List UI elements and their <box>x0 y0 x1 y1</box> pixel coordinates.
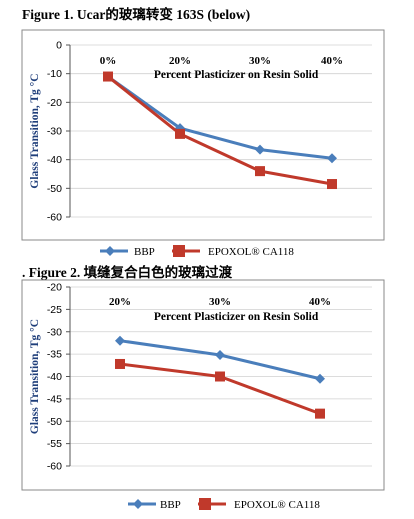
y-tick-label: 0 <box>56 40 62 52</box>
y-tick-label: -60 <box>47 212 62 224</box>
legend-marker-bbp <box>133 499 143 509</box>
y-tick-label: -60 <box>47 461 62 473</box>
series-line-bbp <box>107 75 333 160</box>
y-tick-label: -40 <box>47 154 62 166</box>
x-category-label: 20% <box>109 296 131 308</box>
legend-marker-bbp <box>105 246 115 256</box>
y-axis-label: Glass Transition, Tg °C <box>29 319 41 434</box>
y-tick-label: -20 <box>47 97 62 109</box>
x-category-label: 30% <box>249 55 271 67</box>
x-category-label: 20% <box>169 55 191 67</box>
data-point-bbp <box>315 373 325 384</box>
figure-1-title: Figure 1. Ucar的玻璃转变 163S (below) <box>22 7 251 22</box>
legend-label: BBP <box>134 246 155 258</box>
data-point-epoxol <box>315 408 325 419</box>
data-point-bbp <box>115 335 125 346</box>
chart-2: -20 -25 -30 -35 -40 -45 -50 -55 -60 20% 30% 40% Perc… <box>21 279 385 511</box>
y-tick-label: -10 <box>47 68 62 80</box>
legend-label: BBP <box>160 499 181 511</box>
data-point-epoxol <box>175 128 185 139</box>
legend-marker-epoxol <box>173 245 185 257</box>
y-tick-label: -35 <box>47 349 62 361</box>
data-point-bbp <box>255 144 265 155</box>
y-tick-label: -50 <box>47 416 62 428</box>
series-line-epoxol <box>107 75 333 186</box>
x-category-label: 40% <box>309 296 331 308</box>
x-axis-label: Percent Plasticizer on Resin Solid <box>154 311 319 323</box>
x-category-label: 40% <box>321 55 343 67</box>
chart-frame <box>21 279 385 491</box>
x-category-label: 30% <box>209 296 231 308</box>
data-point-bbp <box>215 350 225 361</box>
data-point-epoxol <box>215 371 225 382</box>
y-tick-label: -55 <box>47 438 62 450</box>
data-point-bbp <box>327 153 337 164</box>
y-tick-label: -25 <box>47 304 62 316</box>
data-point-epoxol <box>255 166 265 177</box>
legend-marker-epoxol <box>199 498 211 510</box>
legend-label: EPOXOL® CA118 <box>234 499 320 511</box>
figure-2-title: . Figure 2. 填缝复合白色的玻璃过渡 <box>22 265 233 280</box>
y-axis-label: Glass Transition, Tg °C <box>29 73 41 188</box>
x-category-label: 0% <box>100 55 117 67</box>
y-tick-label: -20 <box>47 282 62 294</box>
y-tick-label: -30 <box>47 326 62 338</box>
y-tick-label: -45 <box>47 393 62 405</box>
y-tick-label: -50 <box>47 183 62 195</box>
data-point-epoxol <box>103 71 113 82</box>
y-tick-label: -40 <box>47 371 62 383</box>
x-axis-label: Percent Plasticizer on Resin Solid <box>154 69 319 81</box>
legend-label: EPOXOL® CA118 <box>208 246 294 258</box>
data-point-epoxol <box>327 179 337 190</box>
y-tick-label: -30 <box>47 126 62 138</box>
chart-1: 0 -10 -20 -30 -40 -50 -60 0% 20% 30% 40%Percent Pl… <box>21 29 385 258</box>
data-point-epoxol <box>115 358 125 369</box>
